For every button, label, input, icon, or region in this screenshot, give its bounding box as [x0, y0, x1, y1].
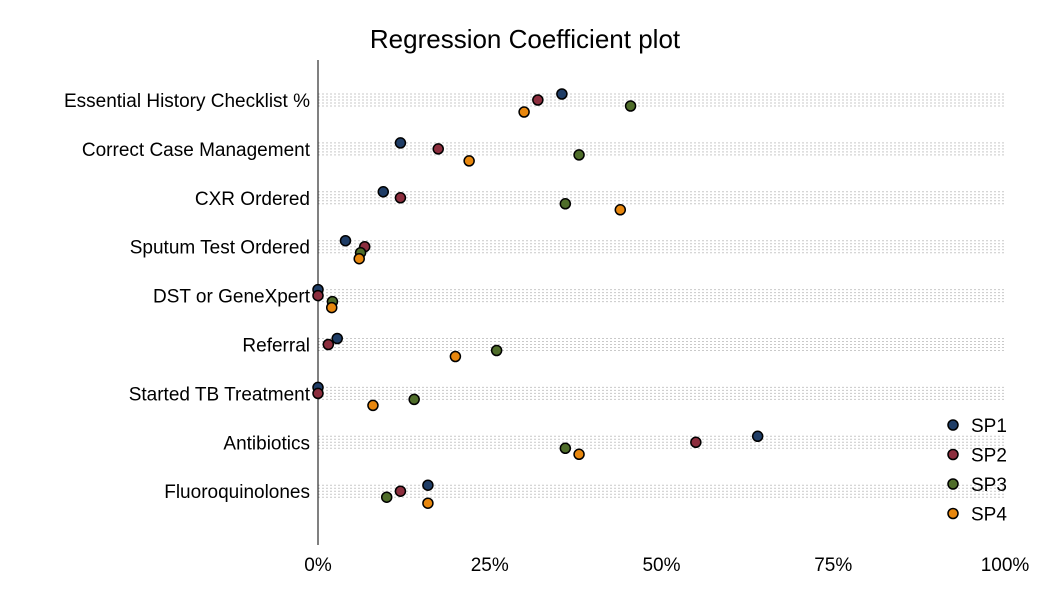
data-point-sp3 [573, 149, 585, 161]
data-point-sp1 [751, 430, 764, 443]
data-point-sp3 [559, 442, 572, 455]
data-point-sp2 [322, 338, 335, 351]
data-point-sp1 [339, 234, 352, 247]
grid [318, 93, 1005, 498]
category-label: Sputum Test Ordered [130, 238, 310, 259]
data-point-sp3 [559, 198, 572, 210]
legend-label: SP3 [971, 475, 1007, 496]
data-point-sp1 [331, 332, 343, 345]
x-tick-labels: 0% 25% 50% 75% 100% [304, 555, 1029, 576]
legend: SP1 SP2 SP3 SP4 [947, 416, 1007, 526]
data-point-sp3 [624, 100, 637, 112]
data-point-sp4 [518, 106, 530, 118]
data-point-sp4 [353, 252, 365, 265]
data-points [312, 88, 764, 509]
data-point-sp4 [614, 204, 627, 216]
data-point-sp1 [556, 88, 568, 100]
category-label: Correct Case Management [82, 140, 311, 161]
chart-title: Regression Coefficient plot [370, 24, 681, 54]
data-point-sp2 [394, 485, 407, 497]
legend-label: SP2 [971, 446, 1007, 467]
legend-marker-sp4 [947, 507, 959, 520]
data-point-sp4 [422, 497, 434, 509]
legend-marker-sp1 [947, 419, 959, 431]
x-tick-label: 100% [981, 555, 1030, 576]
category-label: Referral [242, 336, 310, 357]
legend-marker-sp2 [947, 448, 959, 461]
category-labels: Essential History Checklist % Correct Cas… [64, 91, 311, 503]
legend-label: SP1 [971, 416, 1007, 437]
category-label: CXR Ordered [195, 189, 310, 210]
data-point-sp3 [408, 393, 420, 406]
data-point-sp4 [463, 155, 475, 167]
data-point-sp4 [367, 399, 379, 412]
x-tick-label: 0% [304, 555, 332, 576]
data-point-sp2 [312, 387, 324, 400]
category-label: DST or GeneXpert [153, 287, 311, 308]
data-point-sp3 [490, 344, 503, 357]
data-point-sp4 [325, 301, 338, 314]
x-tick-label: 50% [642, 555, 680, 576]
category-label: Fluoroquinolones [164, 482, 310, 503]
category-label: Essential History Checklist % [64, 91, 310, 112]
data-point-sp1 [422, 479, 434, 491]
data-point-sp2 [532, 94, 544, 106]
data-point-sp4 [449, 350, 462, 363]
category-label: Started TB Treatment [129, 384, 311, 405]
data-point-sp4 [573, 448, 585, 461]
data-point-sp1 [377, 186, 390, 198]
category-label: Antibiotics [223, 433, 310, 454]
data-point-sp3 [380, 491, 393, 503]
x-tick-label: 25% [471, 555, 509, 576]
legend-label: SP4 [971, 505, 1007, 526]
x-tick-label: 75% [814, 555, 852, 576]
data-point-sp2 [432, 143, 444, 155]
data-point-sp2 [690, 436, 702, 449]
legend-marker-sp3 [947, 478, 959, 490]
data-point-sp1 [394, 137, 407, 149]
data-point-sp2 [394, 192, 407, 204]
data-point-sp2 [312, 289, 324, 302]
